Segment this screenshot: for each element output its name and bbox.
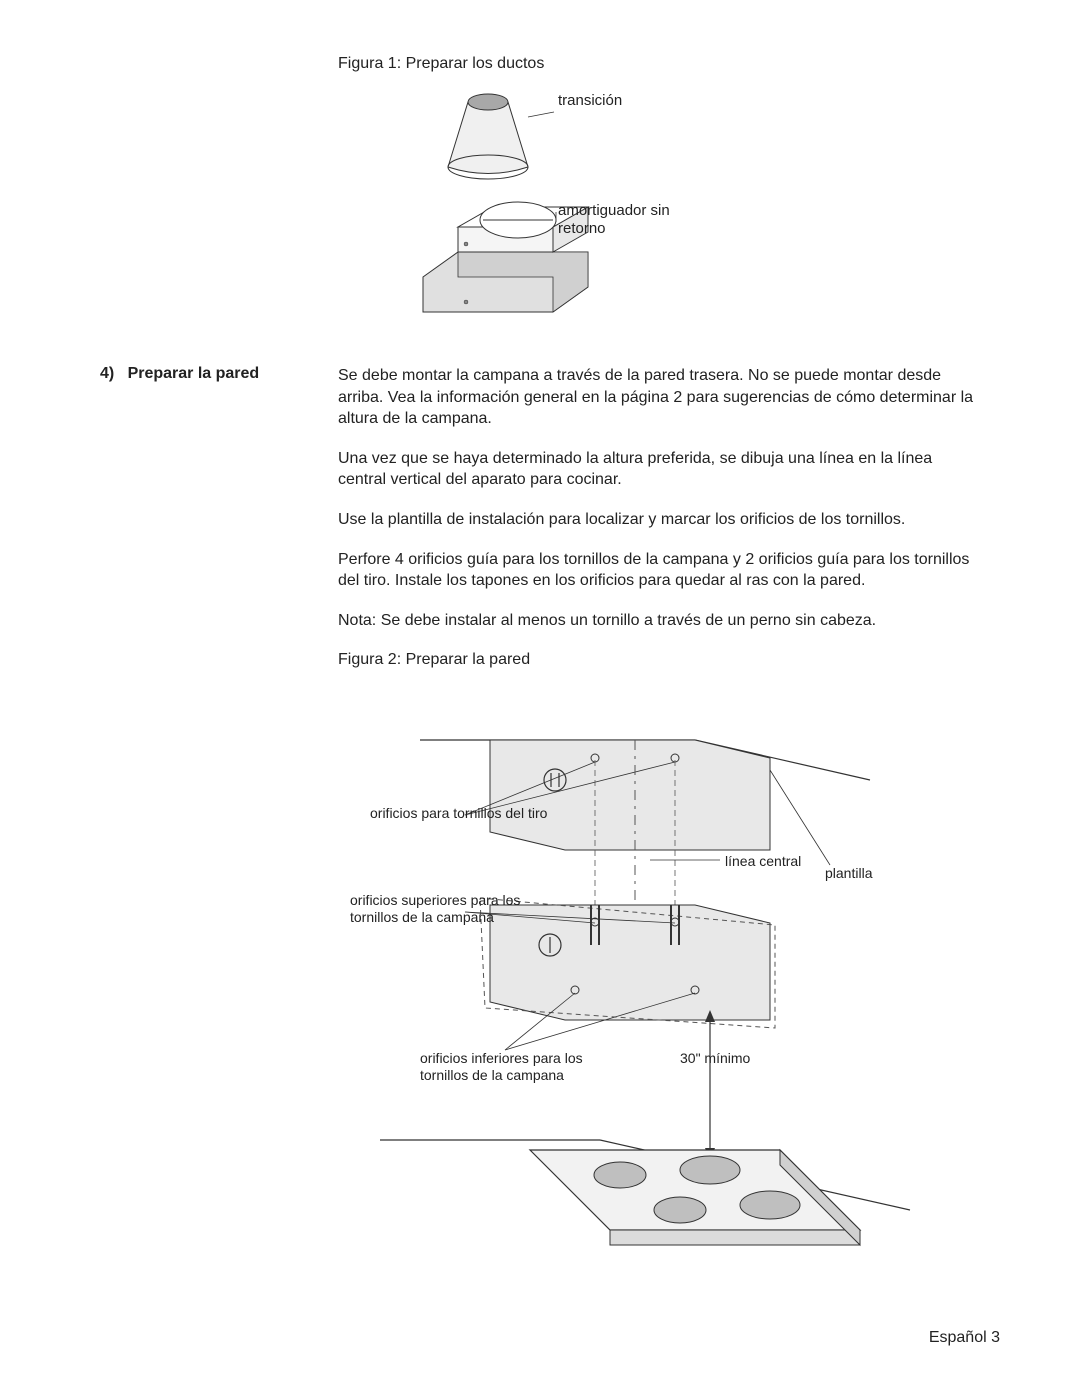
label-transition: transición [558,92,622,109]
label-duct-holes: orificios para tornillos del tiro [370,805,547,822]
section-number: 4) [100,365,114,382]
label-center-line: línea central [725,853,801,870]
label-lower-holes: orificios inferiores para los tornillos … [420,1050,610,1084]
transition-cone [448,94,554,179]
paragraph: Nota: Se debe instalar al menos un torni… [338,610,978,632]
figure-2-caption: Figura 2: Preparar la pared [338,649,978,671]
label-damper: amortiguador sinretorno [558,202,708,238]
paragraph: Una vez que se haya determinado la altur… [338,448,978,491]
page-footer: Español 3 [929,1329,1000,1347]
paragraph: Use la plantilla de instalación para loc… [338,509,978,531]
label-template: plantilla [825,865,872,882]
section-title: Preparar la pared [128,365,260,382]
paragraph: Perfore 4 orificios guía para los tornil… [338,549,978,592]
section-4-heading: 4) Preparar la pared [100,365,259,383]
figure-2-illustration: orificios para tornillos del tiro línea … [350,710,970,1290]
figure-1-caption: Figura 1: Preparar los ductos [338,55,544,73]
section-4-body: Se debe montar la campana a través de la… [338,365,978,689]
label-upper-holes: orificios superiores para los tornillos … [350,892,535,926]
paragraph: Se debe montar la campana a través de la… [338,365,978,430]
label-min-distance: 30" mínimo [680,1050,750,1067]
